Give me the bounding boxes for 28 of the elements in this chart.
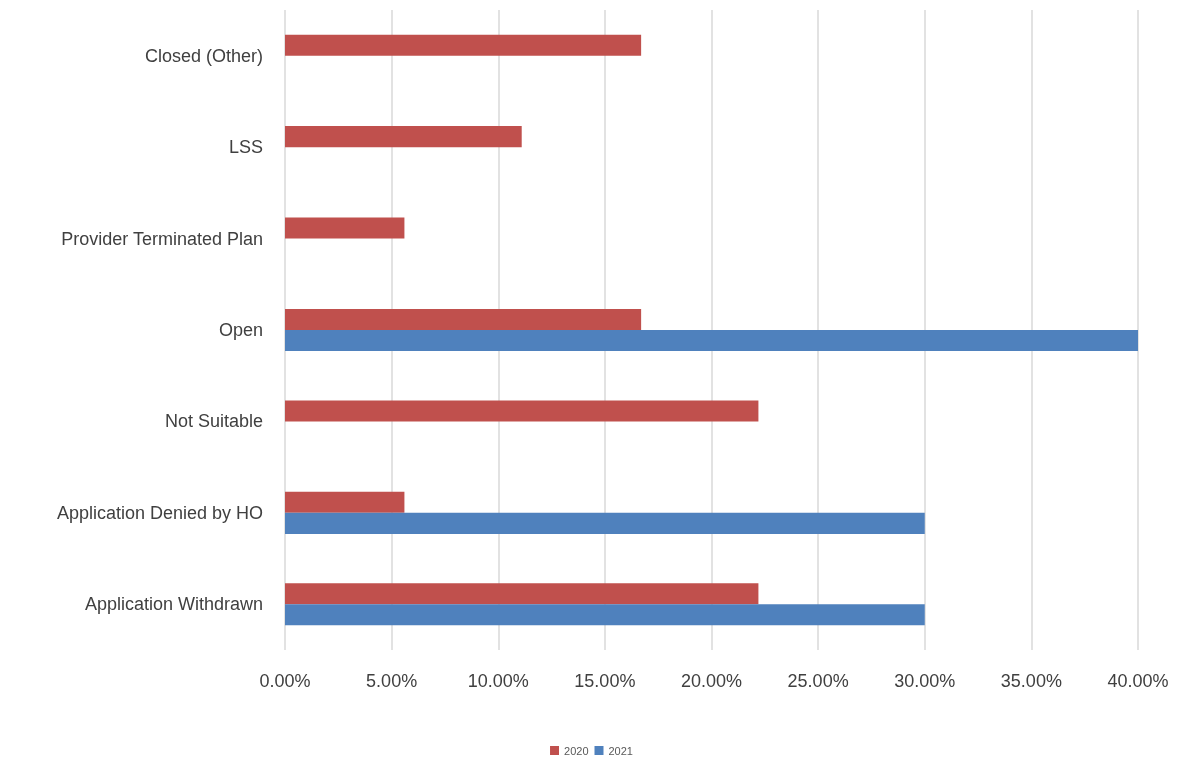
legend-label: 2020 — [564, 744, 589, 757]
x-tick-label: 15.00% — [574, 671, 636, 691]
bar — [285, 512, 925, 534]
bar — [285, 126, 522, 148]
x-tick-label: 40.00% — [1107, 671, 1169, 691]
bar — [285, 400, 759, 422]
y-tick-label: Not Suitable — [164, 411, 263, 432]
x-tick-label: 30.00% — [894, 671, 956, 691]
legend-label: 2021 — [608, 744, 633, 757]
y-tick-label: Closed (Other) — [144, 45, 263, 66]
x-tick-label: 10.00% — [467, 671, 529, 691]
bar — [285, 604, 925, 626]
x-tick-label: 20.00% — [680, 671, 743, 691]
bar — [285, 34, 642, 56]
y-tick-label: LSS — [228, 137, 263, 158]
y-tick-label: Open — [218, 320, 263, 340]
y-tick-label: Provider Terminated Plan — [61, 228, 263, 249]
y-tick-label: Application Denied by HO — [56, 502, 263, 523]
bar — [285, 217, 405, 239]
bar — [285, 308, 642, 330]
x-tick-label: 5.00% — [366, 671, 418, 691]
y-tick-label: Application Withdrawn — [84, 594, 263, 615]
bar — [285, 583, 759, 605]
x-tick-label: 25.00% — [787, 671, 849, 691]
x-tick-label: 0.00% — [259, 671, 311, 691]
x-tick-label: 35.00% — [1000, 671, 1062, 691]
bar — [285, 330, 1138, 352]
bar — [285, 491, 405, 513]
